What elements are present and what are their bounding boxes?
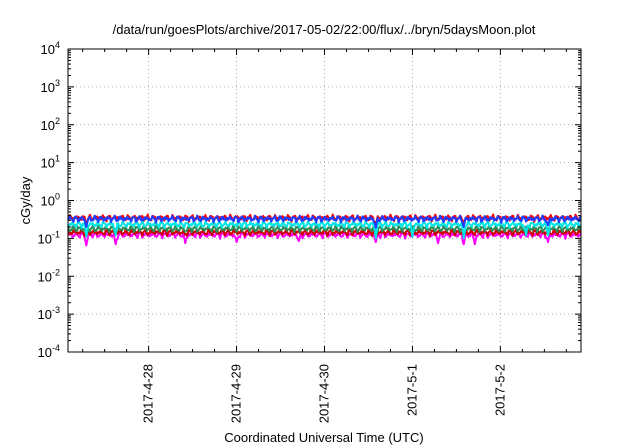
y-tick-label: 104 <box>41 40 60 57</box>
x-tick-label: 2017-4-30 <box>317 364 332 423</box>
y-tick-exponent: 3 <box>55 78 60 88</box>
x-tick-labels: 2017-4-28 2017-4-29 2017-4-30 2017-5-1 2017-… <box>141 364 508 423</box>
y-tick-label: 10-1 <box>38 229 60 246</box>
chart-title: /data/run/goesPlots/archive/2017-05-02/2… <box>113 22 536 37</box>
x-tick-label: 2017-4-28 <box>141 364 156 423</box>
y-tick-label: 103 <box>41 78 60 95</box>
y-tick-label: 100 <box>41 192 60 209</box>
series-line <box>67 214 582 229</box>
y-tick-label: 101 <box>41 154 60 171</box>
x-axis-label: Coordinated Universal Time (UTC) <box>224 430 423 445</box>
x-tick-label: 2017-5-2 <box>492 364 507 416</box>
y-tick-exponent: 4 <box>55 40 60 50</box>
x-tick-label: 2017-5-1 <box>404 364 419 416</box>
y-tick-label: 10-3 <box>38 305 60 322</box>
series-lines <box>67 213 582 247</box>
y-axis-label: cGy/day <box>18 176 33 224</box>
y-tick-exponent: 0 <box>55 192 60 202</box>
y-tick-exponent: 2 <box>55 116 60 126</box>
y-tick-exponent: -4 <box>52 343 60 353</box>
y-tick-exponent: 1 <box>55 154 60 164</box>
y-tick-exponent: -2 <box>52 267 60 277</box>
y-tick-label: 10-4 <box>38 343 60 360</box>
axis-ticks <box>68 48 581 353</box>
series-line <box>67 220 582 240</box>
y-tick-exponent: -3 <box>52 305 60 315</box>
y-tick-exponent: -1 <box>52 229 60 239</box>
x-tick-label: 2017-4-29 <box>229 364 244 423</box>
y-tick-label: 102 <box>41 116 60 133</box>
grid-lines <box>68 49 581 352</box>
y-tick-label: 10-2 <box>38 267 60 284</box>
series-line <box>67 224 582 234</box>
